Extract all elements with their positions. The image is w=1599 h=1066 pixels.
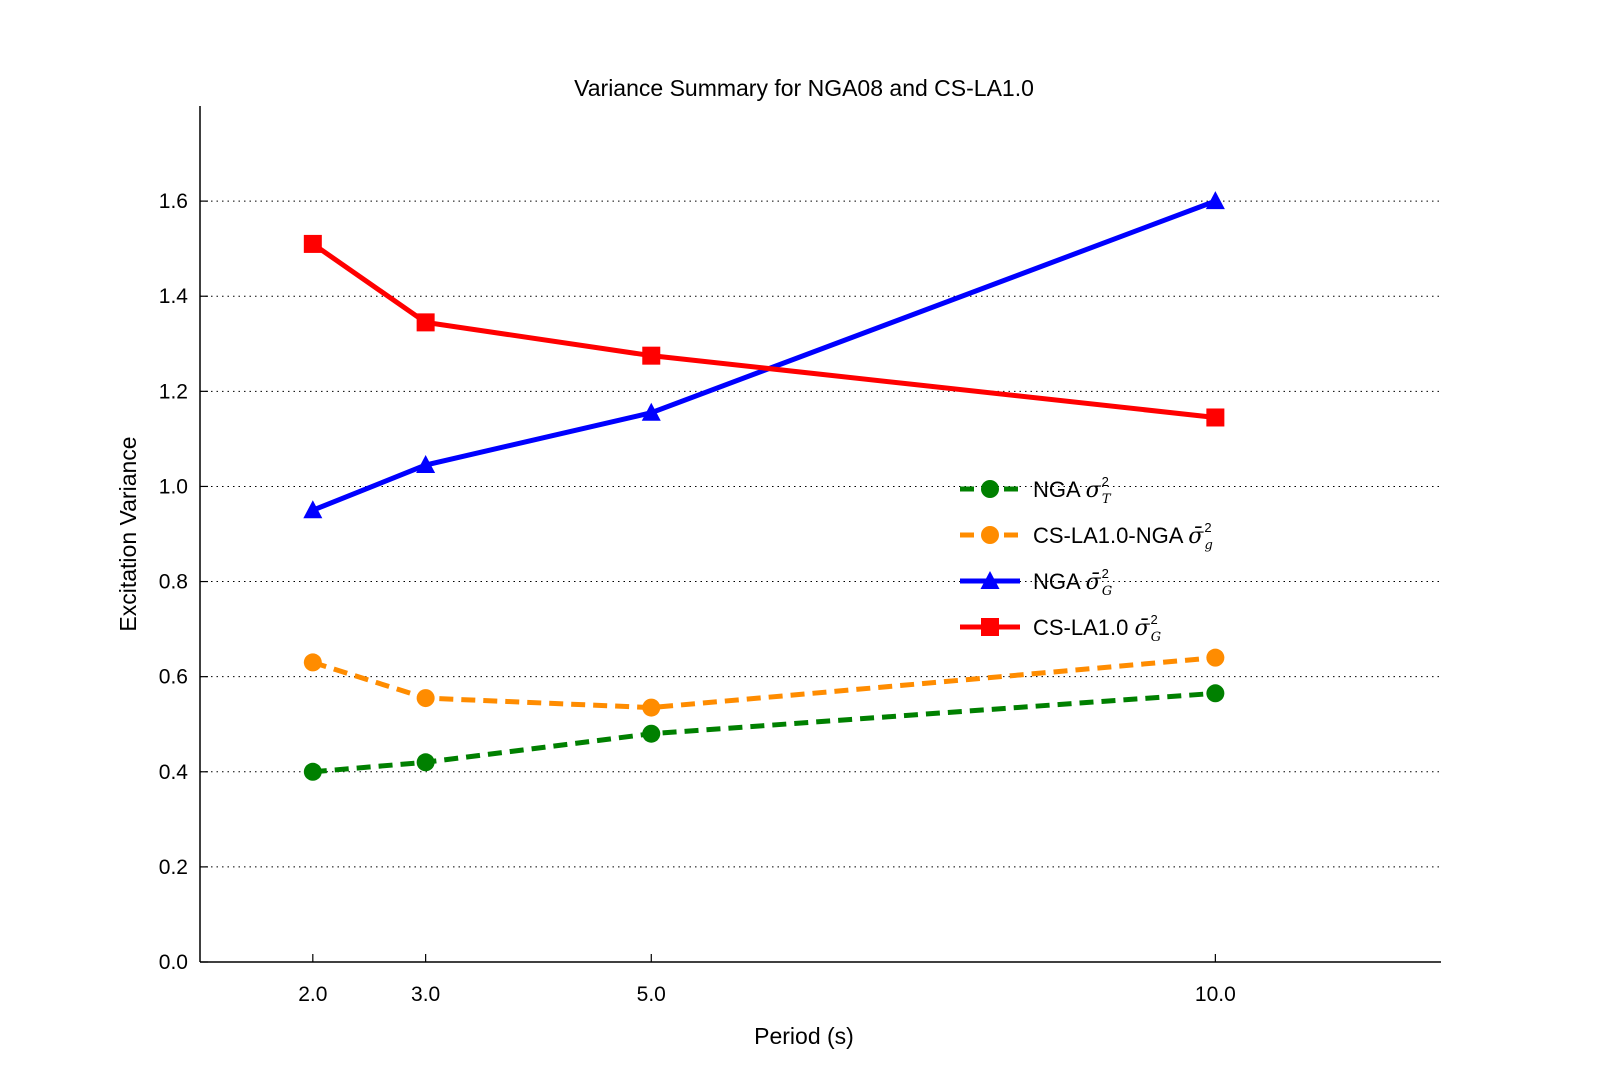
x-tick-label: 10.0 xyxy=(1195,983,1236,1006)
series-1 xyxy=(303,648,1225,717)
y-tick-label: 1.6 xyxy=(159,190,188,213)
y-tick-label: 1.4 xyxy=(159,285,189,308)
x-axis-label: Period (s) xyxy=(754,1023,854,1049)
data-point xyxy=(642,698,661,717)
data-point xyxy=(303,500,323,519)
legend-label: NGA σ̄2 G xyxy=(1033,566,1112,599)
series-line xyxy=(312,655,1216,711)
legend-entry: CS-LA1.0-NGA σ̄2 g xyxy=(960,520,1213,553)
legend-marker xyxy=(981,526,999,544)
series-layer xyxy=(303,191,1225,781)
legend-entry: NGA σ̄2 G xyxy=(960,566,1112,599)
data-point xyxy=(303,653,322,672)
data-point xyxy=(1205,191,1225,210)
data-point xyxy=(1206,408,1225,427)
y-ticks: 0.0 0.2 0.4 0.6 0.8 1.0 1.2 1.4 1.6 xyxy=(159,190,208,974)
legend-marker xyxy=(981,480,999,498)
series-2 xyxy=(303,191,1225,519)
series-0 xyxy=(303,684,1225,781)
data-point xyxy=(642,346,661,365)
y-tick-label: 0.2 xyxy=(159,856,188,879)
x-tick-label: 5.0 xyxy=(637,983,666,1006)
x-tick-label: 2.0 xyxy=(298,983,327,1006)
data-point xyxy=(416,313,435,332)
x-ticks: 2.0 3.0 5.0 10.0 xyxy=(298,954,1236,1006)
data-point xyxy=(303,234,322,253)
data-point xyxy=(416,455,436,474)
data-point xyxy=(642,724,661,743)
legend-marker xyxy=(981,618,999,636)
legend: NGA σ2 T CS-LA1.0-NGA σ̄2 g NGA σ̄2 G CS-LA1.0… xyxy=(960,474,1213,645)
series-line xyxy=(311,241,1216,420)
y-gridlines xyxy=(200,200,1441,868)
y-axis-label: Excitation Variance xyxy=(115,436,141,631)
x-tick-label: 3.0 xyxy=(411,983,440,1006)
legend-entry: NGA σ2 T xyxy=(960,474,1112,507)
chart-title: Variance Summary for NGA08 and CS-LA1.0 xyxy=(574,75,1034,101)
series-line xyxy=(312,690,1216,775)
axes xyxy=(199,106,1441,963)
y-tick-label: 0.8 xyxy=(159,571,188,594)
series-line xyxy=(311,198,1217,513)
data-point xyxy=(303,762,322,781)
y-tick-label: 0.4 xyxy=(159,761,189,784)
legend-marker xyxy=(980,571,1000,589)
series-3 xyxy=(303,234,1225,427)
y-tick-label: 1.2 xyxy=(159,380,188,403)
y-tick-label: 0.0 xyxy=(159,951,188,974)
legend-label: CS-LA1.0-NGA σ̄2 g xyxy=(1033,520,1213,553)
data-point xyxy=(1206,684,1225,703)
y-tick-label: 1.0 xyxy=(159,475,188,498)
data-point xyxy=(641,402,661,421)
data-point xyxy=(416,689,435,708)
data-point xyxy=(416,753,435,772)
legend-entry: CS-LA1.0 σ̄2 G xyxy=(960,612,1161,645)
legend-label: NGA σ2 T xyxy=(1033,474,1112,507)
legend-label: CS-LA1.0 σ̄2 G xyxy=(1033,612,1161,645)
y-tick-label: 0.6 xyxy=(159,666,188,689)
data-point xyxy=(1206,648,1225,667)
